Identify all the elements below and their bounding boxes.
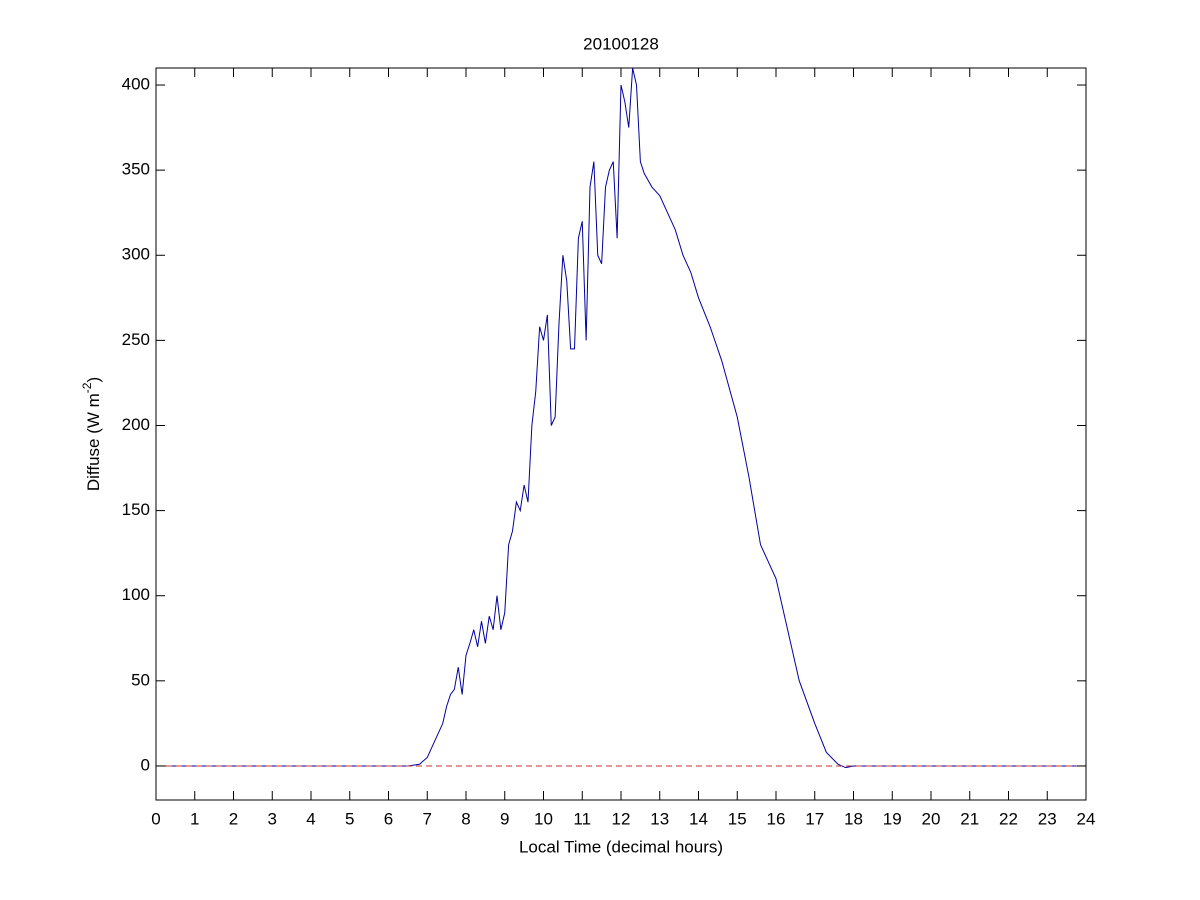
y-tick-label: 50 bbox=[131, 670, 150, 689]
x-tick-label: 1 bbox=[190, 809, 199, 828]
y-tick-label: 200 bbox=[122, 415, 150, 434]
y-tick-label: 350 bbox=[122, 160, 150, 179]
x-tick-label: 2 bbox=[229, 809, 238, 828]
x-tick-label: 16 bbox=[767, 809, 786, 828]
x-tick-label: 9 bbox=[500, 809, 509, 828]
x-tick-label: 21 bbox=[960, 809, 979, 828]
y-tick-label: 0 bbox=[141, 755, 150, 774]
x-tick-label: 6 bbox=[384, 809, 393, 828]
y-axis-label-suffix: ) bbox=[84, 377, 103, 383]
x-tick-label: 8 bbox=[461, 809, 470, 828]
y-tick-label: 300 bbox=[122, 245, 150, 264]
chart-title: 20100128 bbox=[583, 34, 659, 53]
x-tick-label: 10 bbox=[534, 809, 553, 828]
x-tick-label: 23 bbox=[1038, 809, 1057, 828]
plot-area bbox=[156, 68, 1086, 769]
x-tick-label: 12 bbox=[612, 809, 631, 828]
y-axis-label-text: Diffuse (W m bbox=[84, 393, 103, 491]
x-tick-label: 5 bbox=[345, 809, 354, 828]
x-tick-label: 22 bbox=[999, 809, 1018, 828]
x-tick-label: 7 bbox=[423, 809, 432, 828]
x-tick-label: 18 bbox=[844, 809, 863, 828]
y-tick-label: 250 bbox=[122, 330, 150, 349]
x-tick-label: 4 bbox=[306, 809, 315, 828]
y-tick-label: 400 bbox=[122, 75, 150, 94]
x-tick-label: 15 bbox=[728, 809, 747, 828]
x-tick-label: 0 bbox=[151, 809, 160, 828]
x-tick-label: 11 bbox=[573, 809, 591, 828]
x-axis-label: Local Time (decimal hours) bbox=[519, 837, 723, 856]
y-axis-label: Diffuse (W m-2) bbox=[80, 377, 103, 491]
x-tick-label: 20 bbox=[922, 809, 941, 828]
plot-frame bbox=[155, 67, 1087, 801]
x-tick-label: 19 bbox=[883, 809, 902, 828]
data-line bbox=[156, 68, 1086, 769]
x-tick-label: 3 bbox=[268, 809, 277, 828]
x-tick-label: 17 bbox=[805, 809, 824, 828]
x-tick-label: 24 bbox=[1077, 809, 1096, 828]
x-tick-label: 14 bbox=[689, 809, 708, 828]
y-axis-label-sup: -2 bbox=[80, 382, 94, 393]
x-tick-label: 13 bbox=[650, 809, 669, 828]
y-tick-label: 150 bbox=[122, 500, 150, 519]
y-tick-label: 100 bbox=[122, 585, 150, 604]
